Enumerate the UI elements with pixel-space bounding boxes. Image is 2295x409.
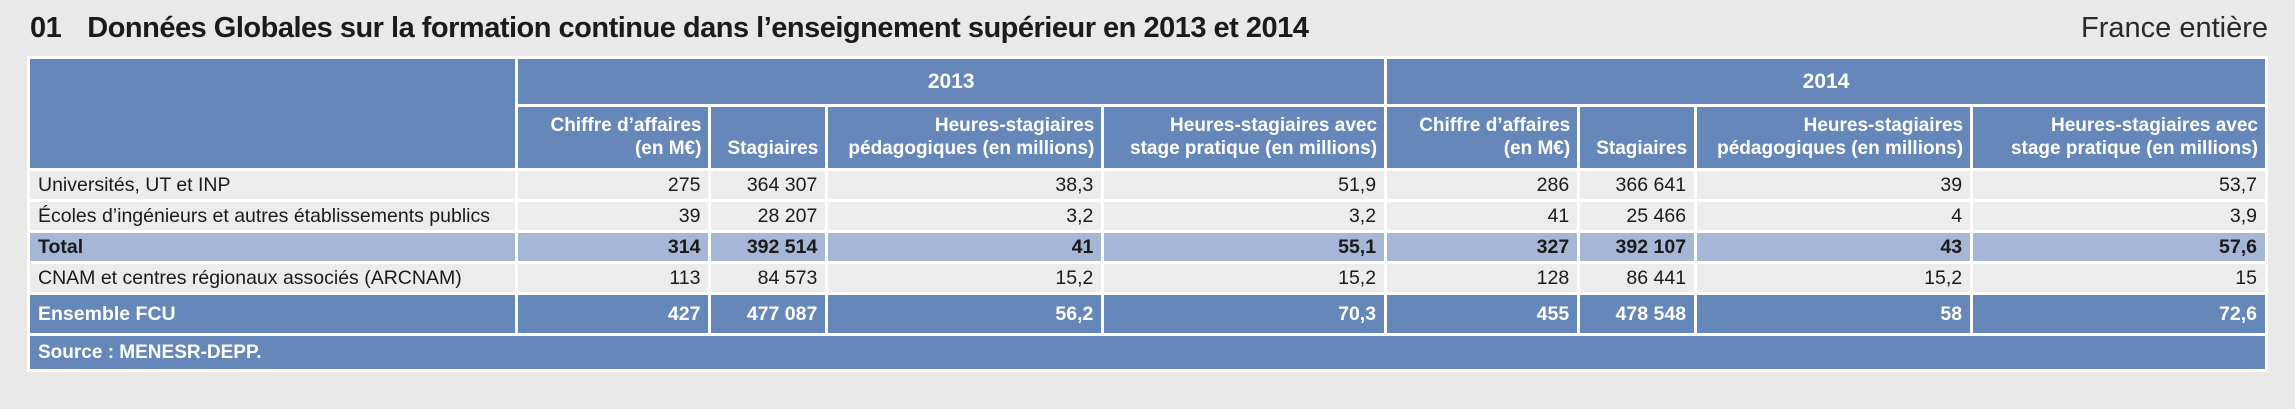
col-header-hs-stage-pratique-2013: Heures-stagiaires avec stage pratique (e… [1104,107,1385,168]
cell-value: 275 [518,171,709,199]
source-note: Source : MENESR-DEPP. [30,336,2265,369]
cell-value: 70,3 [1104,295,1385,333]
table-row-cnam: CNAM et centres régionaux associés (ARCN… [30,264,2265,292]
data-table: 2013 2014 Chiffre d’affaires (en M€) Sta… [27,56,2268,372]
cell-value: 128 [1387,264,1578,292]
cell-value: 51,9 [1104,171,1385,199]
cell-value: 55,1 [1104,233,1385,261]
table-row-universites: Universités, UT et INP 275 364 307 38,3 … [30,171,2265,199]
page-title: Données Globales sur la formation contin… [87,12,1309,44]
title-bar: 01 Données Globales sur la formation con… [0,0,2295,56]
cell-value: 53,7 [1973,171,2265,199]
row-label: CNAM et centres régionaux associés (ARCN… [30,264,516,292]
cell-value: 392 107 [1580,233,1695,261]
cell-value: 4 [1697,202,1971,230]
cell-value: 41 [828,233,1102,261]
col-header-hs-pedagogiques-2014: Heures-stagiaires pédagogiques (en milli… [1697,107,1971,168]
row-label: Écoles d’ingénieurs et autres établissem… [30,202,516,230]
cell-value: 25 466 [1580,202,1695,230]
cell-value: 41 [1387,202,1578,230]
cell-value: 427 [518,295,709,333]
corner-cell [30,59,516,168]
col-header-stagiaires-2014: Stagiaires [1580,107,1695,168]
year-header-row: 2013 2014 [30,59,2265,168]
cell-value: 58 [1697,295,1971,333]
col-header-stagiaires-2013: Stagiaires [711,107,826,168]
figure-number: 01 [30,12,62,44]
cell-value: 28 207 [711,202,826,230]
table-row-ecoles: Écoles d’ingénieurs et autres établissem… [30,202,2265,230]
cell-value: 477 087 [711,295,826,333]
row-label: Universités, UT et INP [30,171,516,199]
cell-value: 84 573 [711,264,826,292]
cell-value: 113 [518,264,709,292]
region-label: France entière [2081,12,2268,44]
table-row-ensemble-fcu: Ensemble FCU 427 477 087 56,2 70,3 455 4… [30,295,2265,333]
col-header-hs-stage-pratique-2014: Heures-stagiaires avec stage pratique (e… [1973,107,2265,168]
cell-value: 38,3 [828,171,1102,199]
source-row: Source : MENESR-DEPP. [30,336,2265,369]
cell-value: 3,2 [1104,202,1385,230]
cell-value: 364 307 [711,171,826,199]
cell-value: 366 641 [1580,171,1695,199]
title-group: 01 Données Globales sur la formation con… [30,12,1309,45]
cell-value: 43 [1697,233,1971,261]
cell-value: 39 [518,202,709,230]
cell-value: 56,2 [828,295,1102,333]
cell-value: 86 441 [1580,264,1695,292]
table-container: 2013 2014 Chiffre d’affaires (en M€) Sta… [0,56,2295,372]
cell-value: 15,2 [1104,264,1385,292]
cell-value: 57,6 [1973,233,2265,261]
cell-value: 392 514 [711,233,826,261]
table-row-total: Total 314 392 514 41 55,1 327 392 107 43… [30,233,2265,261]
col-header-ca-2013: Chiffre d’affaires (en M€) [518,107,709,168]
row-label: Total [30,233,516,261]
col-header-hs-pedagogiques-2013: Heures-stagiaires pédagogiques (en milli… [828,107,1102,168]
year-header-2013: 2013 [518,59,1385,104]
cell-value: 478 548 [1580,295,1695,333]
row-label: Ensemble FCU [30,295,516,333]
col-header-ca-2014: Chiffre d’affaires (en M€) [1387,107,1578,168]
cell-value: 39 [1697,171,1971,199]
cell-value: 72,6 [1973,295,2265,333]
column-header-row: Chiffre d’affaires (en M€) Stagiaires He… [30,107,2265,168]
cell-value: 3,9 [1973,202,2265,230]
cell-value: 15,2 [828,264,1102,292]
cell-value: 3,2 [828,202,1102,230]
cell-value: 15,2 [1697,264,1971,292]
cell-value: 15 [1973,264,2265,292]
cell-value: 314 [518,233,709,261]
cell-value: 286 [1387,171,1578,199]
cell-value: 327 [1387,233,1578,261]
year-header-2014: 2014 [1387,59,2265,104]
cell-value: 455 [1387,295,1578,333]
